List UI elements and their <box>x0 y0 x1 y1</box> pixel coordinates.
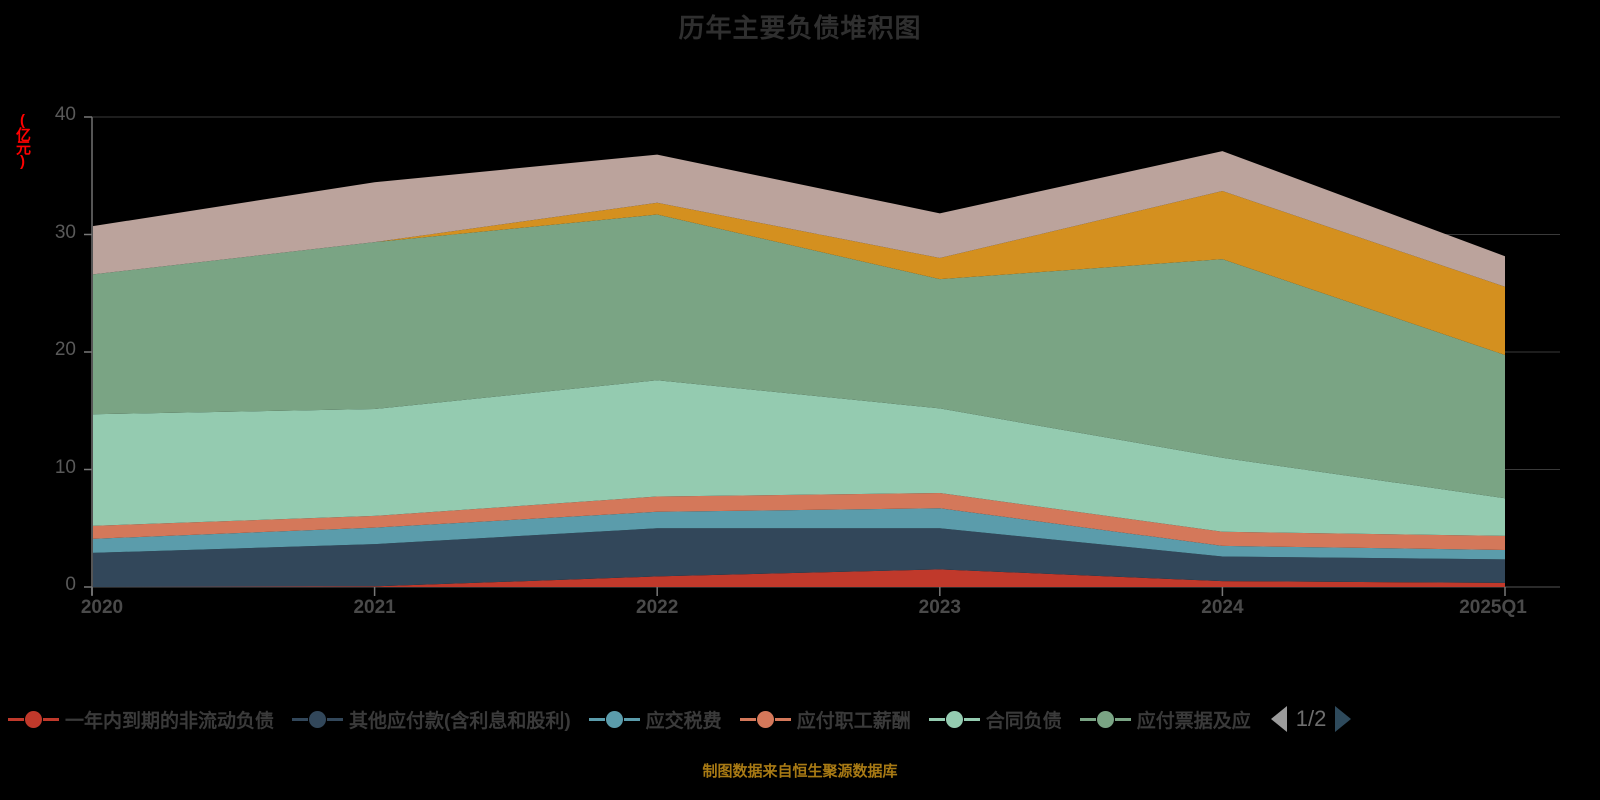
legend-dot-icon <box>756 710 774 728</box>
plot-area <box>0 95 1600 600</box>
area-band-0 <box>92 569 1505 587</box>
legend-item-label: 其他应付款(含利息和股利) <box>349 710 571 732</box>
legend-item-label: 合同负债 <box>985 710 1062 732</box>
y-axis-unit-label: (亿元) <box>14 112 31 168</box>
legend-item-label: 应交税费 <box>645 710 722 732</box>
page-title: 历年主要负债堆积图 <box>678 13 922 43</box>
legend-item-label: 一年内到期的非流动负债 <box>65 710 275 732</box>
legend-line-icon <box>774 717 791 721</box>
y-tick-label: 10 <box>54 456 76 478</box>
legend-line-icon <box>963 717 980 721</box>
legend-line-icon <box>1114 717 1131 721</box>
legend-line-icon <box>1079 717 1096 721</box>
legend-item-3[interactable]: 应付职工薪酬 <box>739 706 911 733</box>
legend-dot-icon <box>309 710 327 728</box>
legend-dot-icon <box>605 710 623 728</box>
legend-item-0[interactable]: 一年内到期的非流动负债 <box>8 706 274 733</box>
legend-line-icon <box>739 717 756 721</box>
legend-item-label: 应付职工薪酬 <box>796 710 911 732</box>
legend-line-icon <box>623 717 640 721</box>
area-band-7 <box>92 151 1505 287</box>
area-band-3 <box>92 493 1505 550</box>
legend-dot-icon <box>1096 710 1114 728</box>
y-tick-label: 40 <box>54 104 76 125</box>
legend-pager: 1/2 <box>1270 706 1352 732</box>
x-tick-label: 2022 <box>636 597 679 618</box>
x-tick-label: 2020 <box>80 597 124 618</box>
area-band-4 <box>92 380 1505 536</box>
area-band-5 <box>92 214 1505 499</box>
x-tick-label: 2023 <box>918 597 961 618</box>
legend-line-icon <box>8 717 24 721</box>
legend-item-label: 应付票据及应 <box>1136 710 1251 732</box>
legend-item-2[interactable]: 应交税费 <box>588 706 722 733</box>
legend-item-1[interactable]: 其他应付款(含利息和股利) <box>292 706 571 733</box>
source-note: 制图数据来自恒生聚源数据库 <box>702 763 898 780</box>
legend-line-icon <box>928 717 945 721</box>
x-tick-label: 2024 <box>1201 597 1244 618</box>
legend: 一年内到期的非流动负债 其他应付款(含利息和股利) 应交税费 应付职工薪酬 合同负债 应付… <box>0 698 1600 740</box>
legend-item-5[interactable]: 应付票据及应 <box>1079 706 1251 733</box>
y-tick-label: 20 <box>54 339 76 360</box>
legend-item-4[interactable]: 合同负债 <box>928 706 1062 733</box>
area-band-2 <box>92 508 1505 560</box>
area-band-6 <box>92 191 1505 355</box>
legend-items: 一年内到期的非流动负债 其他应付款(含利息和股利) 应交税费 应付职工薪酬 合同负债 应付… <box>8 706 1269 733</box>
legend-line-icon <box>43 717 59 721</box>
y-tick-label: 30 <box>54 221 76 243</box>
legend-prev-icon[interactable] <box>1270 706 1287 732</box>
x-tick-label: 2025Q1 <box>1459 597 1527 618</box>
legend-line-icon <box>292 717 309 721</box>
legend-line-icon <box>588 717 605 721</box>
legend-page-indicator: 1/2 <box>1295 706 1327 731</box>
area-band-1 <box>92 528 1505 587</box>
legend-dot-icon <box>945 710 963 728</box>
y-tick-label: 0 <box>65 574 76 595</box>
x-tick-label: 2021 <box>353 597 396 618</box>
legend-dot-icon <box>25 710 42 728</box>
stacked-area-svg <box>84 116 1560 596</box>
legend-next-icon[interactable] <box>1335 706 1352 732</box>
legend-line-icon <box>327 717 344 721</box>
